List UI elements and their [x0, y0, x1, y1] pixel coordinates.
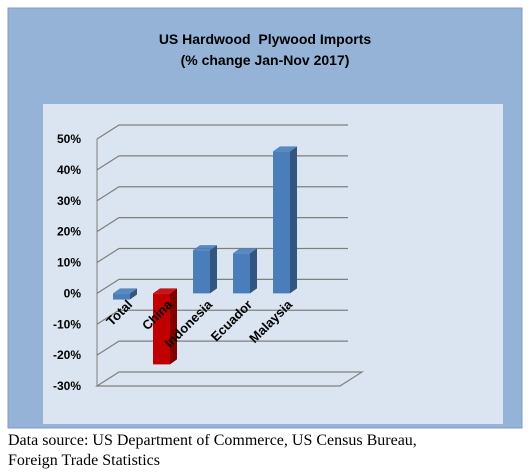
chart-svg: US Hardwood Plywood Imports (% change Ja… [7, 7, 523, 429]
bar-total [113, 288, 137, 300]
chart-title: US Hardwood Plywood Imports [159, 31, 372, 47]
y-tick-label-10: -10% [53, 317, 81, 331]
y-tick-label-50: 50% [57, 132, 81, 146]
gridline-40 [96, 155, 348, 171]
y-tick-label-30: -30% [53, 379, 81, 393]
y-tick-label-10: 10% [57, 256, 81, 270]
source-line-1: Data source: US Department of Commerce, … [8, 432, 417, 449]
gridline-20 [96, 340, 348, 356]
bar-side-total [130, 288, 137, 300]
bar-side-malaysia [290, 146, 297, 294]
bar-side-ecuador [250, 248, 257, 294]
chart-subtitle: (% change Jan-Nov 2017) [181, 52, 350, 68]
y-tick-label-40: 40% [57, 163, 81, 177]
gridline-0 [96, 278, 348, 294]
y-tick-labels: 50% 40% 30% 20% 10% 0% -10% -20% -30% [53, 132, 81, 393]
gridline-30 [96, 186, 348, 202]
gridline-10 [96, 247, 348, 264]
y-tick-label-0: 0% [64, 286, 82, 300]
source-note: Data source: US Department of Commerce, … [8, 431, 528, 471]
bar-front-ecuador [233, 253, 250, 294]
source-line-2: Foreign Trade Statistics [8, 452, 161, 469]
chart-frame: US Hardwood Plywood Imports (% change Ja… [7, 7, 523, 429]
bar-top-ecuador [233, 248, 257, 254]
gridline-10 [96, 309, 348, 325]
bar-top-indonesia [193, 245, 217, 251]
gridline-20 [96, 217, 348, 233]
bar-top-china [153, 288, 177, 294]
bar-malaysia [273, 146, 297, 294]
y-tick-label-20: 20% [57, 225, 81, 239]
bar-top-malaysia [273, 146, 297, 152]
bar-side-china [170, 288, 177, 365]
bar-side-indonesia [210, 245, 217, 294]
bar-ecuador [233, 248, 257, 294]
bar-front-indonesia [193, 250, 210, 294]
bar-front-china [153, 293, 170, 365]
bar-indonesia [193, 245, 217, 294]
bar-front-total [113, 293, 130, 300]
gridlines [94, 124, 365, 387]
y-tick-label-30: 30% [57, 194, 81, 208]
bar-top-total [113, 288, 137, 294]
gridline-floor [94, 371, 365, 387]
bars [113, 146, 297, 365]
y-tick-label-20: -20% [53, 348, 81, 362]
bar-front-malaysia [273, 151, 290, 294]
bar-china [153, 288, 177, 365]
gridline-50 [96, 124, 348, 140]
